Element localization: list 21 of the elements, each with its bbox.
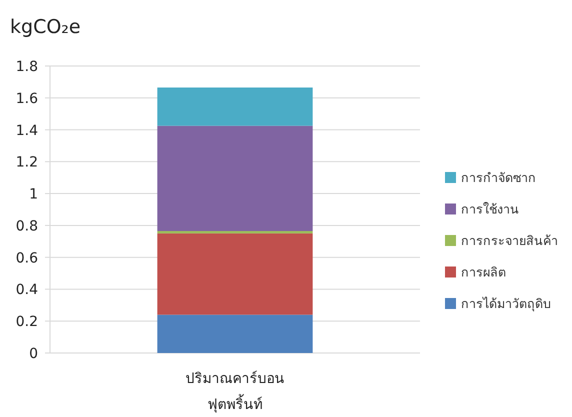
bar [157,126,313,232]
y-tick-label: 1 [29,186,38,203]
y-tick-label: 0.4 [16,282,38,298]
y-tick-label: 1.2 [16,154,38,171]
y-tick-label: 0.2 [16,314,38,330]
legend-label: การได้มาวัตถุดิบ [461,296,551,312]
y-tick-label: 0.8 [16,218,38,234]
y-tick-label: 1.4 [16,122,38,139]
y-tick-label: 0 [29,346,38,362]
legend-label: การกำจัดซาก [461,170,536,185]
bar [157,233,313,315]
bar [157,88,313,126]
legend-label: การใช้งาน [461,202,519,216]
bar [157,314,313,353]
legend-label: การกระจายสินค้า [461,233,558,248]
y-axis-title: kgCO₂e [10,16,81,38]
legend-label: การผลิต [461,264,506,280]
y-tick-label: 1.6 [16,90,38,107]
y-tick-label: 1.8 [16,59,38,75]
y-tick-label: 0.6 [16,250,38,266]
x-tick-label: ปริมาณคาร์บอน ฟุตพริ้นท์ [186,370,284,413]
